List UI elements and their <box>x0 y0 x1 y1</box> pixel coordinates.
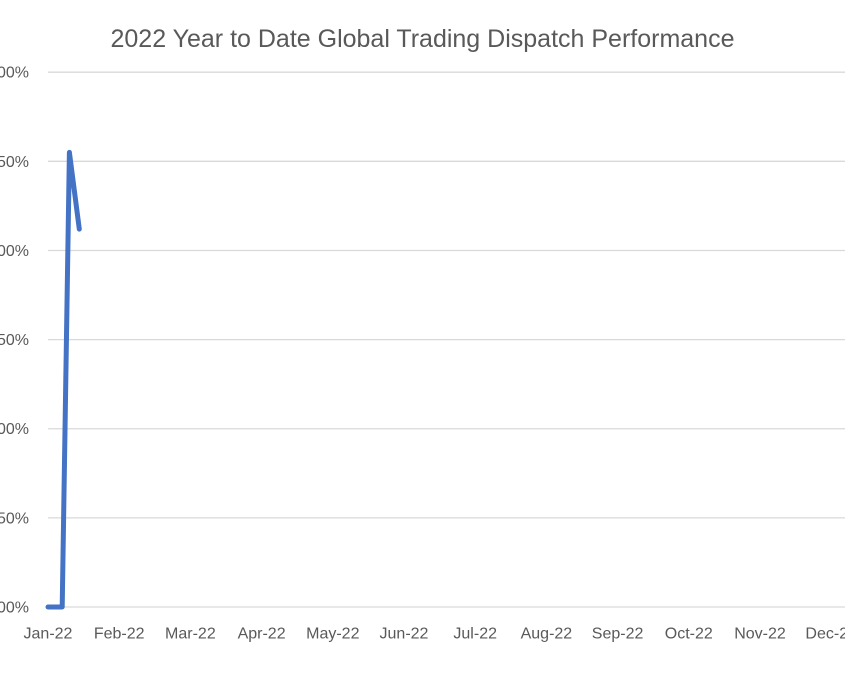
x-axis-label: Feb-22 <box>94 626 145 643</box>
x-axis-label: Dec-22 <box>805 626 845 643</box>
y-axis-label: 250% <box>0 332 29 349</box>
x-axis-label: May-22 <box>306 626 359 643</box>
x-axis-label: Jan-22 <box>24 626 73 643</box>
chart-title: 2022 Year to Date Global Trading Dispatc… <box>110 25 735 53</box>
x-axis-label: Aug-22 <box>521 626 573 643</box>
x-axis-label: Apr-22 <box>238 626 286 643</box>
y-axis-label: 100% <box>0 600 29 617</box>
y-axis-label: 200% <box>0 421 29 438</box>
x-axis-label: Mar-22 <box>165 626 216 643</box>
x-axis-label: Jul-22 <box>453 626 497 643</box>
data-series-line <box>45 149 82 610</box>
x-axis-label: Nov-22 <box>734 626 786 643</box>
x-axis-label: Jun-22 <box>380 626 429 643</box>
y-axis-label: 150% <box>0 510 29 527</box>
y-axis-label: 350% <box>0 154 29 171</box>
x-axis-label: Sep-22 <box>592 626 644 643</box>
y-axis-label: 400% <box>0 65 29 82</box>
x-axis-label: Oct-22 <box>665 626 713 643</box>
y-axis-label: 300% <box>0 243 29 260</box>
